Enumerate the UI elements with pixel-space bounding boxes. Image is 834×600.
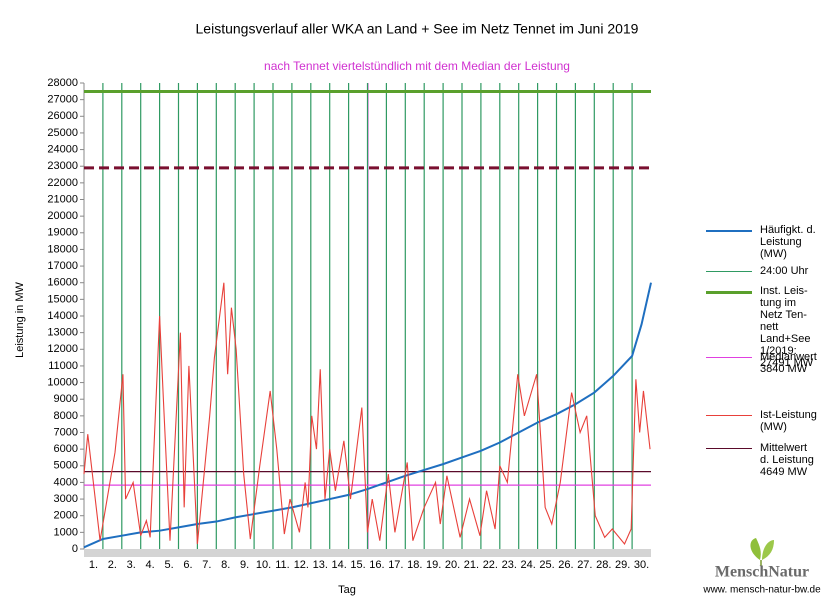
logo-url: www. mensch-natur-bw.de — [702, 585, 821, 596]
y-tick-label: 26000 — [47, 110, 78, 122]
y-tick-label: 15000 — [47, 293, 78, 305]
legend-label: 24:00 Uhr — [760, 265, 809, 277]
y-tick-label: 2000 — [54, 510, 78, 522]
series-line — [83, 282, 651, 546]
y-tick-label: 14000 — [47, 310, 78, 322]
y-tick-label: 16000 — [47, 277, 78, 289]
x-tick-label: 17. — [388, 559, 403, 571]
y-tick-label: 7000 — [54, 426, 78, 438]
x-tick-label: 3. — [127, 559, 136, 571]
y-tick-label: 8000 — [54, 410, 78, 422]
x-tick-label: 19. — [426, 559, 441, 571]
logo-leaf — [750, 538, 774, 566]
legend-swatch — [706, 230, 752, 232]
y-tick-label: 24000 — [47, 143, 78, 155]
y-tick-label: 19000 — [47, 227, 78, 239]
y-tick-label: 4000 — [54, 476, 78, 488]
x-tick-label: 30. — [634, 559, 649, 571]
x-tick-label: 10. — [256, 559, 271, 571]
legend-label: Ist-Leistung (MW) — [760, 409, 817, 433]
x-tick-label: 15. — [350, 559, 365, 571]
x-axis-band — [84, 549, 651, 557]
x-tick-label: 26. — [558, 559, 573, 571]
x-tick-label: 7. — [202, 559, 211, 571]
legend-label: Mittelwert d. Leistung 4649 MW — [760, 442, 814, 478]
legend-swatch — [706, 415, 752, 416]
y-tick-label: 18000 — [47, 243, 78, 255]
y-tick-label: 10000 — [47, 376, 78, 388]
x-tick-label: 9. — [240, 559, 249, 571]
y-axis-label: Leistung in MW — [14, 281, 26, 357]
y-tick-label: 5000 — [54, 460, 78, 472]
legend-swatch — [706, 271, 752, 272]
y-tick-label: 1000 — [54, 526, 78, 538]
logo-name: MenschNatur — [715, 564, 809, 581]
x-tick-label: 1. — [89, 559, 98, 571]
x-tick-label: 21. — [464, 559, 479, 571]
y-tick-label: 12000 — [47, 343, 78, 355]
legend-label: Häufigkt. d. Leistung (MW) — [760, 224, 816, 260]
x-tick-label: 11. — [275, 559, 289, 571]
x-tick-label: 27. — [577, 559, 592, 571]
legend-label: Inst. Leis- tung im Netz Ten- nett Land+… — [760, 285, 814, 369]
x-tick-label: 13. — [313, 559, 328, 571]
x-tick-label: 4. — [146, 559, 155, 571]
x-tick-label: 25. — [539, 559, 554, 571]
y-tick-label: 6000 — [54, 443, 78, 455]
y-tick-label: 22000 — [47, 177, 78, 189]
x-tick-label: 12. — [294, 559, 309, 571]
x-tick-label: 14. — [332, 559, 347, 571]
x-tick-label: 18. — [407, 559, 422, 571]
x-tick-label: 20. — [445, 559, 460, 571]
x-tick-label: 2. — [108, 559, 117, 571]
x-tick-label: 5. — [164, 559, 173, 571]
legend-swatch — [706, 291, 752, 294]
y-tick-label: 25000 — [47, 127, 78, 139]
x-axis-label: Tag — [338, 584, 356, 596]
x-tick-label: 8. — [221, 559, 230, 571]
y-tick-label: 13000 — [47, 327, 78, 339]
y-tick-label: 20000 — [47, 210, 78, 222]
legend-swatch — [706, 357, 752, 358]
y-tick-label: 9000 — [54, 393, 78, 405]
y-tick-label: 0 — [72, 543, 78, 555]
x-tick-label: 16. — [369, 559, 384, 571]
y-tick-label: 28000 — [47, 77, 78, 89]
legend-label: Medianwert 3840 MW — [760, 351, 817, 375]
chart-subtitle: nach Tennet viertelstündlich mit dem Med… — [264, 59, 570, 73]
series-line — [83, 282, 652, 549]
x-tick-label: 6. — [183, 559, 192, 571]
y-tick-label: 3000 — [54, 493, 78, 505]
y-tick-label: 27000 — [47, 94, 78, 106]
x-tick-label: 24. — [521, 559, 536, 571]
x-tick-label: 23. — [502, 559, 517, 571]
x-tick-label: 28. — [596, 559, 611, 571]
y-tick-label: 21000 — [47, 193, 78, 205]
y-tick-label: 11000 — [48, 360, 78, 372]
y-tick-label: 17000 — [47, 260, 78, 272]
x-tick-label: 22. — [483, 559, 498, 571]
y-tick-label: 23000 — [47, 160, 78, 172]
chart-title: Leistungsverlauf aller WKA an Land + See… — [196, 21, 639, 37]
legend-swatch — [706, 448, 752, 449]
x-tick-label: 29. — [615, 559, 630, 571]
